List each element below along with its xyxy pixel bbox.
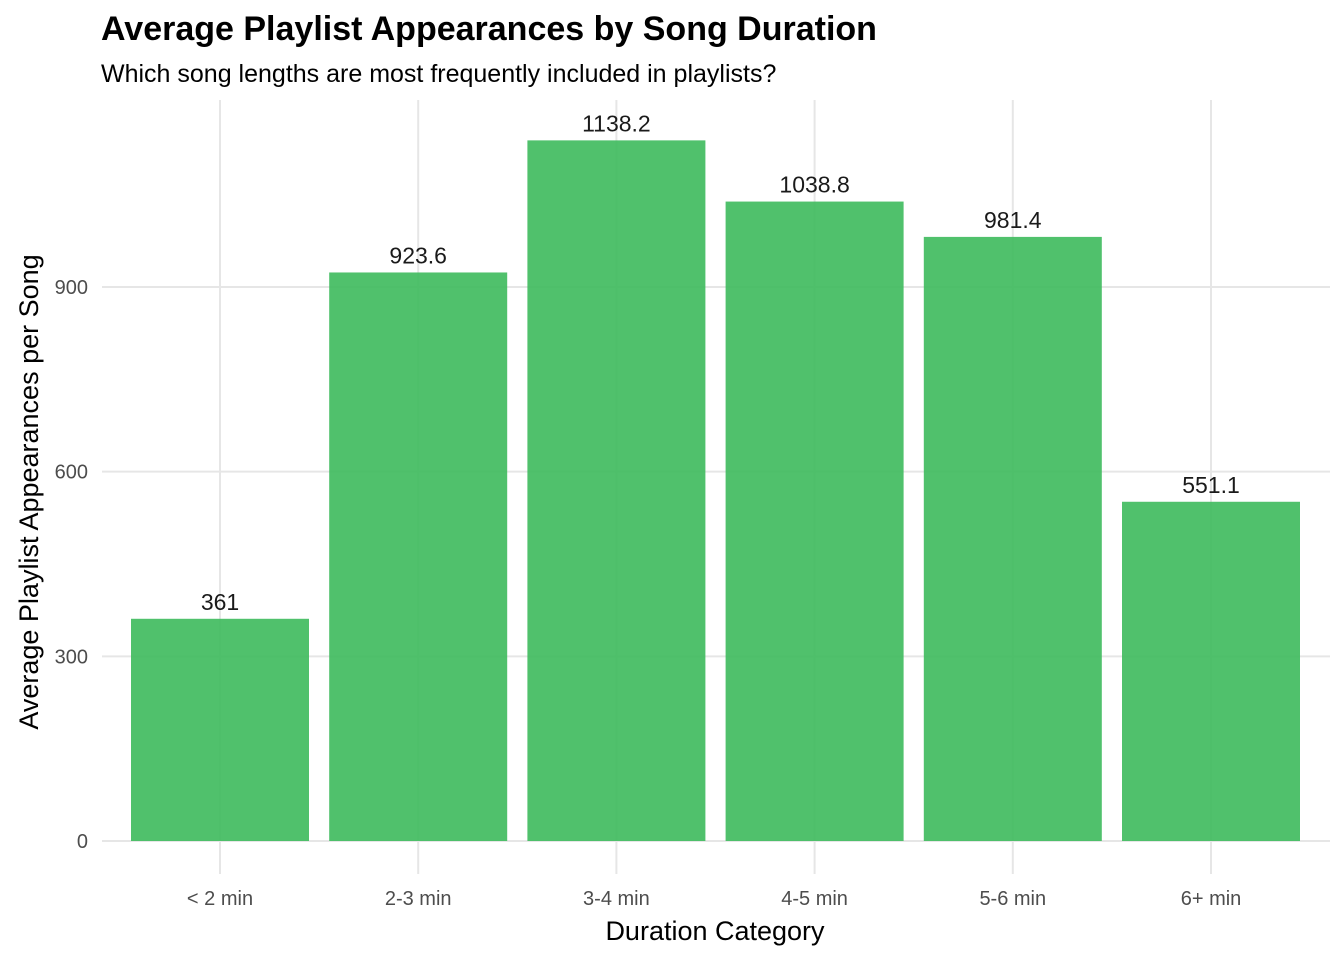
bar-value-label: 1038.8	[779, 172, 849, 198]
bar-value-label: 923.6	[389, 242, 447, 268]
bar-layer	[131, 140, 1300, 842]
y-axis-title: Average Playlist Appearances per Song	[14, 254, 44, 729]
bar	[725, 201, 904, 841]
x-tick-label: < 2 min	[187, 888, 253, 910]
x-tick-label: 4-5 min	[781, 888, 848, 910]
x-tick-label: 5-6 min	[979, 888, 1046, 910]
bar	[923, 236, 1102, 841]
chart-subtitle: Which song lengths are most frequently i…	[101, 60, 777, 88]
bar	[1122, 501, 1300, 841]
y-tick-label: 600	[55, 462, 88, 484]
x-tick-label: 3-4 min	[583, 888, 650, 910]
bar-value-label: 551.1	[1182, 472, 1240, 498]
x-tick-label: 2-3 min	[385, 888, 452, 910]
bar-value-label: 981.4	[984, 207, 1042, 233]
y-tick-label: 0	[77, 831, 88, 853]
bar	[527, 140, 706, 842]
y-tick-label: 900	[55, 277, 88, 299]
chart-title: Average Playlist Appearances by Song Dur…	[101, 10, 877, 48]
x-tick-label: 6+ min	[1181, 888, 1242, 910]
bar-value-label: 361	[201, 589, 239, 615]
bar-value-label: 1138.2	[582, 110, 651, 136]
bar	[329, 272, 508, 841]
bar	[131, 618, 309, 841]
label-layer: 0 300 600 900 361 < 2 min 923.6 2-3 min 1138.2 3-…	[55, 110, 1242, 910]
x-axis-title: Duration Category	[605, 916, 825, 946]
y-tick-label: 300	[55, 646, 88, 668]
